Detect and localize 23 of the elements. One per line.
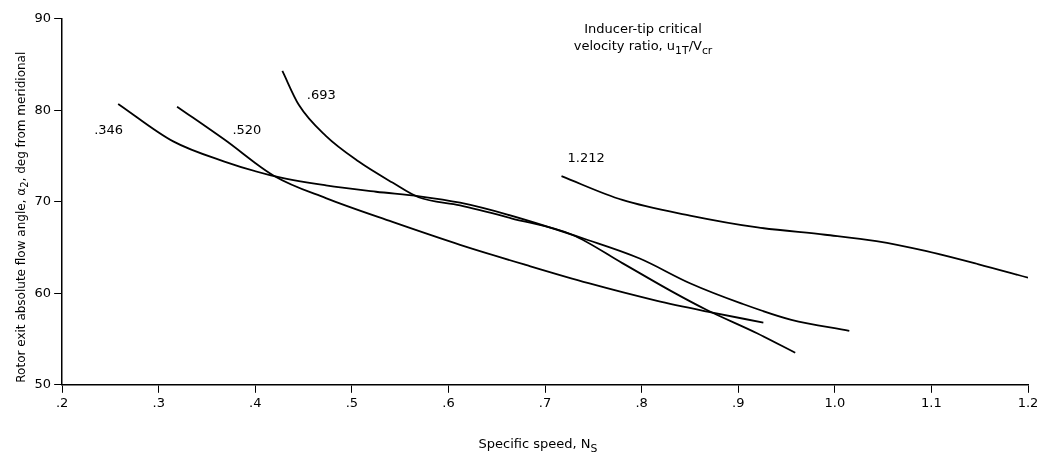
x-tick-label: 1.2 [1017, 394, 1039, 410]
x-tick-label: 1.1 [921, 394, 942, 410]
x-tick-label: .6 [442, 394, 455, 410]
x-tick-label: .8 [635, 394, 648, 410]
y-tick-label: 60 [34, 284, 52, 300]
y-tick-label: 70 [34, 193, 52, 209]
x-tick-label: .3 [152, 394, 165, 410]
x-tick-label: .5 [345, 394, 359, 410]
x-tick-label: 1.0 [824, 394, 846, 410]
x-tick-label: .4 [249, 394, 262, 410]
series-label: .520 [232, 121, 262, 137]
series-label: .693 [306, 86, 336, 102]
series-label: .346 [94, 121, 124, 137]
y-tick-label: 90 [34, 10, 52, 26]
series-label: 1.212 [567, 150, 605, 166]
x-tick-label: .7 [538, 394, 552, 410]
x-axis-title: Specific speed, N$_{S}$ [477, 436, 599, 455]
legend-title: Inducer-tip critical velocity ratio, u$_{1T}$/V$_{cr}$ [572, 20, 714, 59]
x-tick-label: .9 [732, 394, 745, 410]
x-tick-label: .2 [55, 394, 69, 410]
y-tick-label: 80 [34, 101, 52, 117]
y-tick-label: 50 [34, 376, 52, 392]
line-series [560, 175, 1028, 279]
